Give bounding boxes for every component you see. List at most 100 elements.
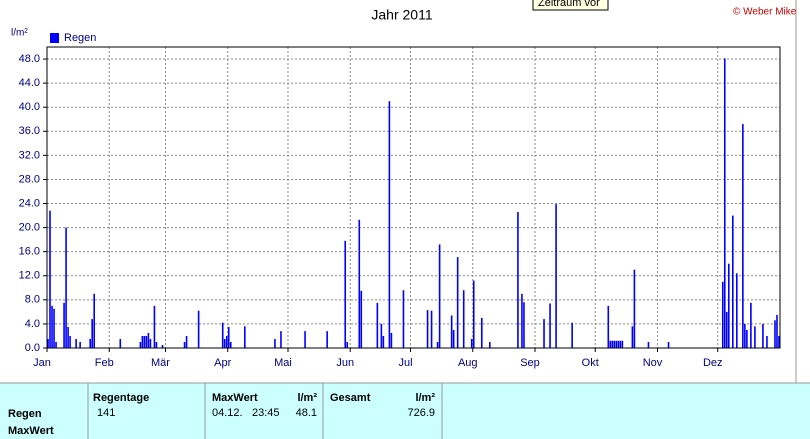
y-tick-label: 12.0 <box>19 270 40 282</box>
bar <box>456 257 459 348</box>
bar <box>647 341 650 348</box>
table-cell: 141 <box>97 407 115 419</box>
bar <box>489 341 491 348</box>
bar <box>183 341 186 348</box>
bar <box>667 341 670 348</box>
bar <box>517 211 519 348</box>
x-tick-label: Feb <box>95 357 114 369</box>
y-tick-label: 0.0 <box>25 342 40 354</box>
bar <box>139 341 142 348</box>
x-tick-label: Jan <box>33 357 51 369</box>
table-header: MaxWert <box>212 392 258 404</box>
y-tick-label: 48.0 <box>19 53 40 65</box>
chart-title: Jahr 2011 <box>371 7 432 23</box>
bar <box>732 215 734 348</box>
x-tick-label: Apr <box>214 357 231 369</box>
bar <box>613 340 616 348</box>
bar <box>462 290 465 348</box>
y-tick-label: 32.0 <box>19 149 40 161</box>
tooltip: Zeitraum vor <box>538 0 600 9</box>
y-tick-label: 24.0 <box>19 197 40 209</box>
bar <box>736 273 738 348</box>
bar <box>774 320 776 348</box>
x-tick-label: Jun <box>336 357 354 369</box>
x-tick-label: Okt <box>582 357 599 369</box>
bar <box>436 341 439 348</box>
bar <box>149 338 152 348</box>
table-background <box>0 383 810 439</box>
x-tick-label: Mär <box>151 357 170 369</box>
table-cell: 23:45 <box>252 407 280 419</box>
bar <box>472 280 475 348</box>
bar <box>304 331 306 348</box>
y-tick-label: 44.0 <box>19 77 40 89</box>
bar <box>746 329 748 348</box>
bar <box>543 319 545 348</box>
bar <box>225 335 228 348</box>
bar <box>119 338 122 348</box>
row-label: Regen <box>8 408 42 420</box>
bar <box>607 305 610 348</box>
y-tick-label: 28.0 <box>19 173 40 185</box>
y-tick-label: 4.0 <box>25 318 40 330</box>
bar <box>725 311 728 348</box>
bar <box>358 219 361 348</box>
table-header: Regentage <box>93 392 149 404</box>
tooltip-box <box>532 0 609 11</box>
bar <box>470 338 473 348</box>
row-label: MaxWert <box>8 425 54 437</box>
bar <box>147 332 150 348</box>
bar <box>141 335 144 348</box>
bar <box>376 302 379 348</box>
bar <box>450 315 453 348</box>
bar <box>723 58 726 349</box>
bar <box>480 317 483 348</box>
table-header: l/m² <box>415 392 435 404</box>
plot-frame <box>46 46 781 349</box>
bar <box>161 344 164 348</box>
bar <box>633 269 636 348</box>
x-tick-label: Nov <box>643 357 663 369</box>
x-tick-label: Sep <box>520 357 540 369</box>
chart-background <box>0 0 810 383</box>
table-cell: 04.12. <box>212 407 243 419</box>
bar <box>143 335 146 348</box>
bar <box>609 340 612 348</box>
bar <box>438 244 441 348</box>
bar <box>221 322 224 348</box>
bar <box>402 290 405 348</box>
table-cell: 48.1 <box>296 407 317 419</box>
bar <box>382 335 385 348</box>
bar <box>766 335 768 348</box>
bar <box>79 341 81 348</box>
x-tick-label: Jul <box>398 357 412 369</box>
y-tick-label: 20.0 <box>19 222 40 234</box>
bar <box>229 341 232 348</box>
bar <box>727 263 730 348</box>
bar <box>197 310 200 348</box>
bar <box>615 340 618 348</box>
bar <box>360 290 363 348</box>
bar <box>619 340 622 348</box>
bar <box>346 341 349 348</box>
bar <box>344 240 347 348</box>
bar <box>721 281 724 348</box>
bar <box>555 204 557 348</box>
bar <box>521 293 523 348</box>
bar <box>75 338 77 348</box>
bar <box>742 124 744 348</box>
bar <box>750 302 752 348</box>
bar <box>55 341 57 348</box>
bar <box>244 326 246 348</box>
y-tick-label: 36.0 <box>19 125 40 137</box>
table-cell: 726.9 <box>407 407 435 419</box>
bar <box>621 340 624 348</box>
bar <box>93 293 95 348</box>
bar <box>89 338 91 348</box>
bar <box>744 323 746 348</box>
bar <box>388 101 391 349</box>
bar <box>762 323 764 348</box>
bar <box>631 326 634 348</box>
x-tick-label: Aug <box>458 357 478 369</box>
